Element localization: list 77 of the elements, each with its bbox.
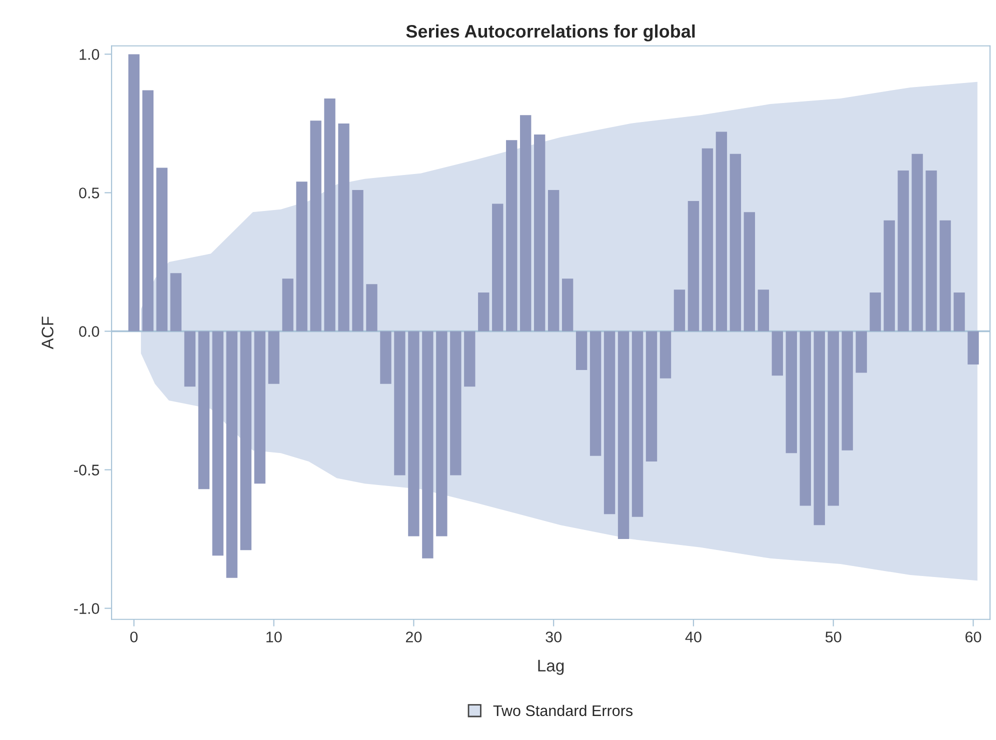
x-tick-label: 40 bbox=[685, 632, 702, 642]
bar bbox=[240, 331, 252, 550]
bar bbox=[520, 115, 532, 332]
bar bbox=[422, 331, 434, 558]
bar bbox=[632, 331, 644, 517]
bar bbox=[366, 284, 378, 332]
y-tick-label: 1.0 bbox=[80, 49, 100, 60]
bar bbox=[618, 331, 630, 540]
bar bbox=[562, 278, 574, 332]
bar bbox=[352, 190, 364, 332]
bar bbox=[156, 168, 168, 332]
bar bbox=[772, 331, 783, 376]
bar bbox=[198, 331, 210, 490]
bar bbox=[338, 123, 350, 332]
bar bbox=[898, 170, 909, 332]
bar bbox=[940, 220, 951, 332]
bar bbox=[268, 331, 280, 384]
bar bbox=[828, 331, 839, 506]
bar bbox=[324, 98, 336, 332]
bar bbox=[646, 331, 658, 462]
x-tick-label: 10 bbox=[266, 632, 282, 642]
bar bbox=[702, 148, 714, 332]
bar bbox=[674, 290, 686, 332]
bar bbox=[506, 140, 518, 332]
bar bbox=[226, 331, 238, 578]
bar bbox=[408, 331, 420, 536]
bar bbox=[548, 190, 560, 332]
x-axis-title: Lag bbox=[538, 660, 564, 675]
bar bbox=[436, 331, 448, 536]
bar bbox=[660, 331, 672, 378]
bar bbox=[688, 201, 700, 332]
bar bbox=[170, 273, 182, 332]
bar bbox=[184, 331, 196, 387]
y-tick-label: 0.5 bbox=[79, 188, 100, 198]
bar bbox=[954, 292, 965, 332]
x-tick-label: 30 bbox=[546, 632, 562, 642]
bar bbox=[800, 331, 811, 506]
bar bbox=[786, 331, 797, 454]
bar bbox=[492, 204, 504, 332]
y-tick-label: -1.0 bbox=[74, 603, 100, 614]
bar bbox=[730, 154, 742, 332]
bar bbox=[842, 331, 853, 450]
y-tick-label: -0.5 bbox=[74, 464, 100, 476]
bar bbox=[968, 331, 979, 364]
chart-title: Series Autocorrelations for global bbox=[406, 24, 695, 42]
bar bbox=[590, 331, 602, 456]
bar bbox=[576, 331, 588, 370]
x-tick-label: 60 bbox=[966, 632, 982, 642]
bar bbox=[884, 220, 895, 332]
text: Two Standard Errors bbox=[493, 704, 633, 716]
bar bbox=[310, 120, 322, 332]
bar bbox=[296, 182, 308, 332]
bar bbox=[142, 90, 154, 332]
bar bbox=[856, 331, 867, 373]
bar bbox=[478, 292, 490, 332]
bar bbox=[450, 331, 462, 476]
bar bbox=[926, 170, 937, 332]
bar bbox=[380, 331, 392, 384]
bar bbox=[128, 54, 140, 332]
bar bbox=[814, 331, 825, 526]
bar bbox=[212, 331, 224, 556]
y-tick-label: 0.0 bbox=[79, 326, 100, 337]
bar bbox=[912, 154, 923, 332]
bar bbox=[870, 292, 881, 332]
y-axis-title: ACF bbox=[42, 316, 54, 350]
bar bbox=[534, 134, 546, 332]
bar bbox=[254, 331, 266, 484]
bar bbox=[758, 290, 770, 332]
bar bbox=[744, 212, 756, 332]
bar bbox=[394, 331, 406, 476]
bar bbox=[604, 331, 616, 514]
bar bbox=[282, 278, 294, 332]
bar bbox=[464, 331, 476, 387]
bar bbox=[716, 132, 728, 332]
x-tick-label: 0 bbox=[130, 632, 138, 642]
x-tick-label: 20 bbox=[406, 632, 422, 642]
x-tick-label: 50 bbox=[825, 632, 842, 642]
